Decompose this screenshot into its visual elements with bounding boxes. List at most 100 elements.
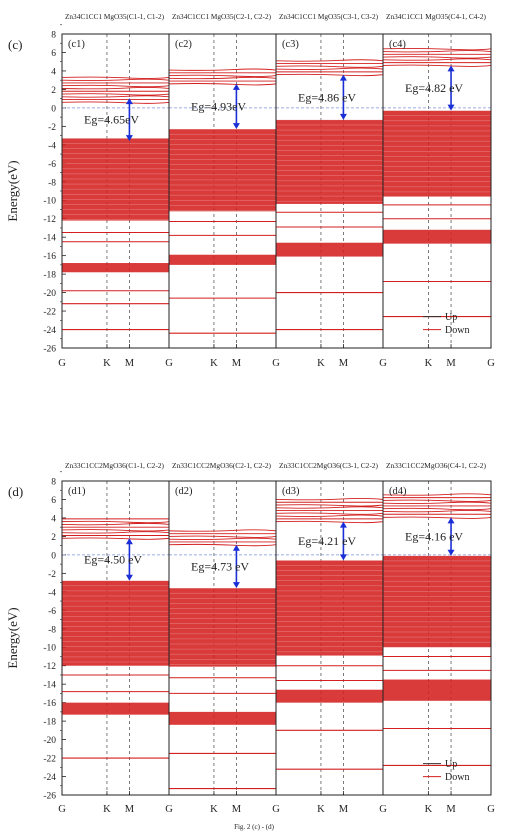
panel-id: (c2) <box>175 39 192 50</box>
x-tick-label: G <box>379 804 387 815</box>
bandgap-arrow-head <box>447 104 455 111</box>
valence-band-block <box>276 560 383 656</box>
y-tick-label: 6 <box>51 49 56 59</box>
chart-d: (d)Energy(eV)-26-24-22-20-18-16-14-12-10… <box>5 463 495 815</box>
x-tick-label: K <box>103 804 111 815</box>
bandgap-arrow-head <box>447 65 455 72</box>
conduction-band <box>275 504 384 507</box>
x-tick-label: M <box>125 358 135 369</box>
panel-d4: Zn33C1CC2MgO36(C4-1, C2-2) Eg=4.16 eV (d4)… <box>382 463 495 815</box>
deep-band-block <box>62 263 169 273</box>
bandgap-label: Eg=4.21 eV <box>298 534 356 548</box>
y-tick-label: 8 <box>51 478 56 488</box>
bandgap-label: Eg=4.93eV <box>191 99 246 113</box>
y-tick-label: -8 <box>48 625 56 635</box>
panel-d3: Zn33C1CC2MgO36(C3-1, C2-2) Eg=4.21 eV (d3)… <box>275 463 387 815</box>
y-tick-label: -4 <box>48 588 56 598</box>
conduction-band <box>168 68 277 71</box>
y-tick-label: -2 <box>48 123 56 133</box>
y-tick-label: -22 <box>43 755 56 765</box>
y-tick-label: -16 <box>43 252 56 262</box>
valence-band-block <box>62 580 169 666</box>
bandgap-label: Eg=4.86 eV <box>298 90 356 104</box>
y-tick-label: -14 <box>43 234 56 244</box>
conduction-band <box>275 59 384 62</box>
bandgap-arrow-head <box>339 554 347 561</box>
conduction-band <box>61 93 170 96</box>
panel-c3: Zn34C1CC1 MgO35(C3-1, C3-2) Eg=4.86 eV (c3… <box>275 14 387 369</box>
panel-frame <box>382 33 492 349</box>
x-tick-label: M <box>232 804 242 815</box>
deep-band-block <box>276 689 383 703</box>
y-tick-label: -4 <box>48 141 56 151</box>
conduction-band <box>168 74 277 78</box>
x-tick-label: M <box>446 358 456 369</box>
bandgap-arrow-head <box>125 574 133 581</box>
conduction-band <box>61 87 170 90</box>
bandgap-arrow-head <box>232 582 240 589</box>
x-tick-label: K <box>425 804 433 815</box>
panel-c2: Zn34C1CC1 MgO35(C2-1, C2-2) Eg=4.93eV (c2)… <box>168 14 280 369</box>
bandgap-label: Eg=4.65eV <box>84 113 139 127</box>
bandgap-label: Eg=4.82 eV <box>405 81 463 95</box>
y-tick-label: 4 <box>51 514 56 524</box>
x-tick-label: M <box>446 804 456 815</box>
conduction-band <box>61 95 170 98</box>
x-tick-label: G <box>58 804 66 815</box>
y-tick-label: 6 <box>51 496 56 506</box>
y-tick-label: -20 <box>43 289 56 299</box>
panel-d2: Zn33C1CC2MgO36(C2-1, C2-2) Eg=4.73 eV (d2)… <box>168 463 280 815</box>
x-tick-label: M <box>125 804 135 815</box>
x-tick-label: K <box>425 358 433 369</box>
conduction-band <box>168 537 277 540</box>
y-tick-label: -10 <box>43 644 56 654</box>
panel-header: Zn33C1CC2MgO36(C4-1, C2-2) <box>386 463 486 470</box>
x-tick-label: G <box>272 804 280 815</box>
bandgap-arrow-head <box>339 521 347 528</box>
conduction-band <box>382 499 492 502</box>
x-tick-label: G <box>58 358 66 369</box>
y-axis-label: Energy(eV) <box>5 160 20 221</box>
deep-band-block <box>62 702 169 715</box>
conduction-band <box>275 512 384 515</box>
x-tick-label: G <box>272 358 280 369</box>
conduction-band <box>382 507 492 511</box>
y-tick-label: -18 <box>43 271 56 281</box>
conduction-band <box>382 50 492 53</box>
y-tick-label: 0 <box>51 551 56 561</box>
deep-band-block <box>276 242 383 257</box>
panel-c1: Zn34C1CC1 MgO35(C1-1, C1-2) Eg=4.65eV (c1)… <box>58 14 173 369</box>
x-tick-label: M <box>339 804 349 815</box>
bandgap-arrow-head <box>125 538 133 545</box>
y-tick-label: -2 <box>48 570 56 580</box>
conduction-band <box>61 522 170 526</box>
bandgap-arrow-head <box>232 83 240 90</box>
y-tick-label: -10 <box>43 197 56 207</box>
y-tick-label: -26 <box>43 792 56 802</box>
conduction-band <box>275 498 384 501</box>
legend-entry: Down <box>445 325 469 336</box>
panel-id: (d4) <box>389 486 407 497</box>
panel-header: Zn33C1CC2MgO36(C1-1, C2-2) <box>65 463 164 470</box>
x-tick-label: K <box>317 358 325 369</box>
deep-band-block <box>169 254 276 265</box>
conduction-band <box>168 529 277 532</box>
valence-band-block <box>169 129 276 212</box>
panel-frame <box>382 480 492 796</box>
figure-label: (d) <box>8 484 23 499</box>
panel-c4: Zn34C1CC1 MgO35(C4-1, C4-2) Eg=4.82 eV (c4… <box>382 14 495 369</box>
conduction-band <box>382 64 492 67</box>
conduction-band <box>382 510 492 513</box>
conduction-band <box>168 543 277 547</box>
panel-header: Zn34C1CC1 MgO35(C4-1, C4-2) <box>386 14 486 21</box>
panel-id: (d2) <box>175 486 193 497</box>
deep-band-block <box>383 679 491 701</box>
chart-c: (c)Energy(eV)-26-24-22-20-18-16-14-12-10… <box>5 14 495 369</box>
deep-band-block <box>169 711 276 725</box>
x-tick-label: G <box>379 358 387 369</box>
bandgap-arrow-head <box>447 517 455 524</box>
x-tick-label: M <box>232 358 242 369</box>
figure-label: (c) <box>8 37 22 52</box>
conduction-band <box>275 65 384 68</box>
